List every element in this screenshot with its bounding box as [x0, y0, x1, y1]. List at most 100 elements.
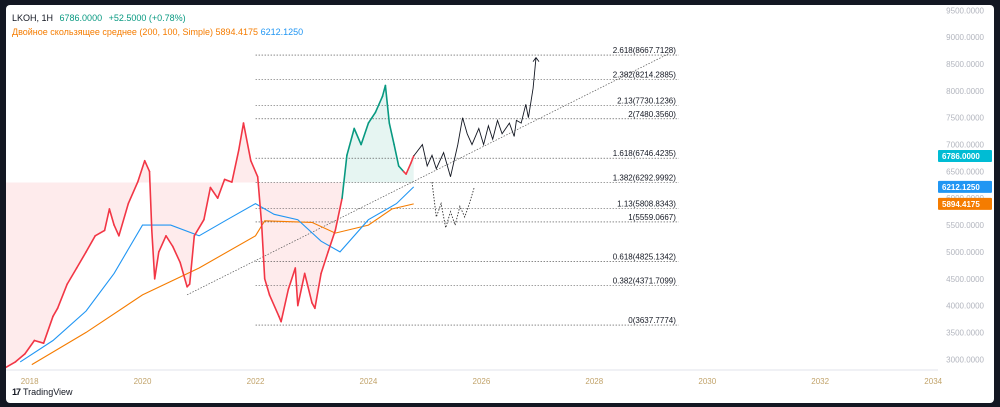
- price-segment: [75, 251, 87, 269]
- fib-level-label: 1(5559.0667): [628, 213, 676, 222]
- price-segment: [172, 245, 181, 264]
- price-segment: [242, 122, 252, 162]
- price-segment: [346, 127, 356, 157]
- price-segment: [56, 283, 69, 310]
- tradingview-logo-icon: 17: [12, 387, 21, 397]
- price-segment: [393, 143, 400, 167]
- price-segment: [223, 178, 233, 183]
- y-axis-tick-label: 8000.0000: [946, 87, 984, 96]
- fib-level-label: 0.618(4825.1342): [613, 252, 677, 261]
- price-segment: [108, 208, 115, 226]
- price-axis-label: 5894.4175: [942, 200, 980, 209]
- chart-frame: 0(3637.7774) 0.382(4371.7099) 0.618(4825.1…: [6, 5, 994, 403]
- bullish-zone-fill: [342, 85, 414, 199]
- y-axis-tick-label: 7500.0000: [946, 114, 984, 123]
- price-segment: [238, 122, 245, 151]
- indicator-value-200: 5894.4175: [215, 27, 259, 37]
- projection-arrowhead: [532, 56, 540, 62]
- chart-legend: LKOH, 1H 6786.0000 +52.5000 (+0.78%) Дво…: [12, 11, 303, 39]
- x-axis-tick-label: 2028: [585, 377, 603, 386]
- price-segment: [179, 261, 188, 288]
- projection-path-bearish: [431, 182, 475, 228]
- sma-100-line: [19, 186, 415, 363]
- price-segment: [334, 197, 343, 232]
- price-segment: [14, 353, 26, 363]
- price-segment: [52, 307, 59, 318]
- price-segment: [148, 170, 153, 232]
- price-segment: [353, 127, 362, 146]
- fib-level-label: 2.13(7730.1236): [617, 96, 676, 105]
- trend-line: [186, 52, 670, 296]
- price-segment: [136, 159, 146, 183]
- price-segment: [42, 315, 54, 345]
- fib-level-label: 1.618(6746.4235): [613, 149, 677, 158]
- fib-level-label: 1.13(5808.8343): [617, 199, 676, 208]
- price-segment: [94, 229, 106, 237]
- price-segment: [314, 272, 322, 310]
- price-segment: [384, 84, 391, 124]
- x-axis-tick-label: 2018: [21, 377, 39, 386]
- price-segment: [158, 235, 167, 253]
- price-segment: [280, 288, 290, 323]
- price-segment: [409, 155, 415, 165]
- price-segment: [360, 122, 370, 146]
- fib-level-label: 0.382(4371.7099): [613, 277, 677, 286]
- symbol-label[interactable]: LKOH, 1H: [12, 13, 54, 23]
- x-axis-tick-label: 2034: [924, 377, 942, 386]
- y-axis-tick-label: 9000.0000: [946, 33, 984, 42]
- price-segment: [303, 272, 313, 304]
- tradingview-brand[interactable]: 17 TradingView: [12, 387, 73, 397]
- price-segment: [153, 251, 160, 280]
- price-segment: [341, 154, 348, 199]
- y-axis-tick-label: 5000.0000: [946, 248, 984, 257]
- sma-200-line: [31, 203, 414, 366]
- price-segment: [193, 218, 205, 237]
- price-axis-label: 6212.1250: [942, 183, 980, 192]
- price-segment: [33, 339, 45, 345]
- projection-path-bullish: [413, 57, 537, 177]
- indicator-title[interactable]: Двойное скользящее среднее (200, 100, Si…: [12, 27, 213, 37]
- price-segment: [294, 267, 299, 307]
- price-segment: [367, 111, 377, 124]
- x-axis-tick-label: 2020: [134, 377, 152, 386]
- price-segment: [127, 181, 139, 205]
- price-segment: [118, 202, 130, 237]
- price-segment: [113, 224, 120, 237]
- y-axis-tick-label: 4000.0000: [946, 302, 984, 311]
- price-segment: [103, 208, 111, 232]
- price-segment: [85, 235, 96, 253]
- fib-level-label: 2(7480.3560): [628, 110, 676, 119]
- price-chart[interactable]: 0(3637.7774) 0.382(4371.7099) 0.618(4825.1…: [6, 5, 994, 403]
- price-segment: [327, 229, 337, 253]
- indicator-value-100: 6212.1250: [260, 27, 304, 37]
- price-segment: [66, 267, 78, 285]
- price-segment: [250, 159, 259, 178]
- price-segment: [188, 235, 196, 285]
- x-axis-tick-label: 2032: [811, 377, 829, 386]
- price-axis-label-bg: [938, 150, 992, 163]
- y-axis-tick-label: 7000.0000: [946, 141, 984, 150]
- price-segment: [6, 361, 17, 369]
- price-segment: [231, 149, 240, 183]
- price-segment: [260, 224, 266, 280]
- y-axis-tick-label: 5500.0000: [946, 221, 984, 230]
- price-segment: [24, 339, 36, 355]
- last-price: 6786.0000: [59, 13, 103, 23]
- fib-level-label: 2.618(8667.7128): [613, 46, 677, 55]
- y-axis-tick-label: 8500.0000: [946, 60, 984, 69]
- price-axis-label-bg: [938, 180, 992, 193]
- price-axis-label: 6786.0000: [942, 152, 980, 161]
- fib-level-label: 2.382(8214.2885): [613, 70, 677, 79]
- price-change: +52.5000 (+0.78%): [108, 13, 186, 23]
- price-segment: [287, 267, 297, 291]
- x-axis-tick-label: 2024: [360, 377, 378, 386]
- y-axis-tick-label: 9500.0000: [946, 6, 984, 15]
- price-segment: [256, 176, 263, 226]
- price-segment: [320, 251, 329, 275]
- x-axis-tick-label: 2022: [247, 377, 265, 386]
- price-segment: [296, 272, 306, 307]
- price-segment: [209, 186, 219, 199]
- price-segment: [203, 186, 212, 221]
- price-segment: [388, 122, 395, 146]
- y-axis-tick-label: 3500.0000: [946, 328, 984, 337]
